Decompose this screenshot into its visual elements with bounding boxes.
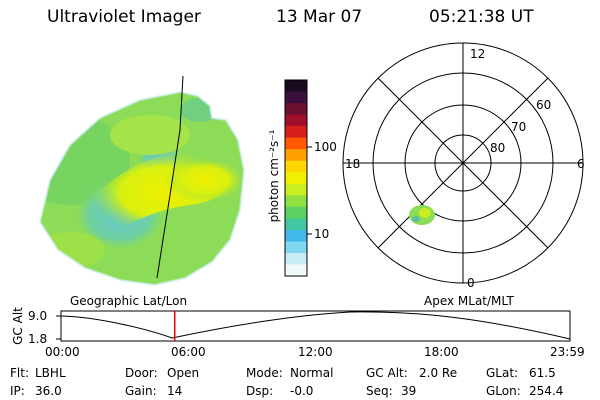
gain-value: 14 [167,384,183,398]
geographic-label: Geographic Lat/Lon [70,294,188,308]
timeline-ytick-label-1: 1.8 [28,332,48,346]
mode-value: Normal [290,366,334,380]
colorbar-cell [285,149,307,162]
mlt-label-0: 0 [467,276,475,290]
polar-plot [342,42,584,284]
door-key: Door: [125,366,158,380]
seq-value: 39 [401,384,417,398]
timeline-xtick-0600: 06:00 [171,345,206,359]
gain-key: Gain: [125,384,157,398]
colorbar-cell [285,241,307,254]
colorbar-cell [285,80,307,93]
polar-auroral-spot [409,205,435,225]
date-label: 13 Mar 07 [276,7,363,27]
colorbar-frame [284,79,308,277]
colorbar-cell [285,137,307,150]
glon-value: 254.4 [529,384,564,398]
colorbar-cell [285,218,307,231]
polar-diagonal-2 [377,77,549,249]
colorbar-cell [285,264,307,277]
instrument-title: Ultraviolet Imager [47,7,201,27]
timeline-xtick-1200: 12:00 [298,345,333,359]
colorbar [285,80,307,277]
glat-key: GLat: [486,366,519,380]
apex-label: Apex MLat/MLT [424,294,514,308]
timeline-frame [60,310,571,342]
colorbar-cell [285,195,307,208]
colorbar-cell [285,91,307,104]
colorbar-cell [285,183,307,196]
colorbar-label-100: 100 [314,140,337,154]
ip-key: IP: [10,384,25,398]
colorbar-label-10: 10 [314,227,330,241]
time-label: 05:21:38 UT [429,7,534,27]
colorbar-cell [285,126,307,139]
terminator-line [156,75,184,279]
colorbar-unit-label: photon cm⁻²s⁻¹ [267,129,281,223]
colorbar-cell [285,229,307,243]
mode-key: Mode: [246,366,283,380]
dsp-value: -0.0 [290,384,314,398]
door-value: Open [167,366,200,380]
lat-label-80: 80 [490,141,506,155]
gcalt-value: 2.0 Re [419,366,458,380]
image-edge [38,90,246,287]
timeline-xtick-2359: 23:59 [550,345,585,359]
colorbar-cell [285,160,307,173]
colorbar-cell [285,252,307,266]
mlt-label-12: 12 [470,47,486,61]
colorbar-cell [285,206,307,219]
colorbar-cell [285,103,307,116]
glon-key: GLon: [486,384,521,398]
mlt-label-18: 18 [345,157,361,171]
gcalt-key: GC Alt: [366,366,408,380]
timeline-ylabel: GC Alt [11,307,25,345]
colorbar-cell [285,172,307,185]
ip-value: 36.0 [35,384,62,398]
altitude-curve [60,311,571,340]
glat-value: 61.5 [529,366,556,380]
mlt-label-6: 6 [577,157,585,171]
seq-key: Seq: [366,384,393,398]
timeline-ytick-label-9: 9.0 [28,309,48,323]
flt-key: Flt: [10,366,29,380]
lat-label-60: 60 [536,98,552,112]
timeline-xtick-1800: 18:00 [424,345,459,359]
colorbar-cell [285,114,307,127]
dsp-key: Dsp: [246,384,274,398]
timeline-xtick-0000: 00:00 [45,345,80,359]
lat-label-70: 70 [511,120,527,134]
flt-value: LBHL [35,366,66,380]
